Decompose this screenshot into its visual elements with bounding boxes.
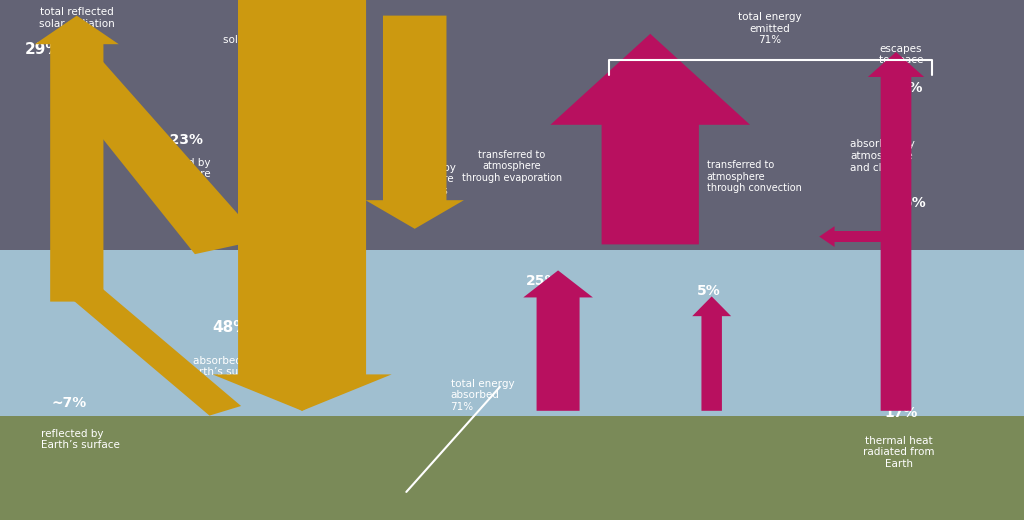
Polygon shape: [50, 62, 261, 254]
Bar: [0, 250, 1024, 416]
Text: 12%: 12%: [890, 82, 923, 95]
Polygon shape: [241, 244, 364, 411]
Polygon shape: [692, 296, 731, 411]
Text: absorbed by
atmosphere
and clouds: absorbed by atmosphere and clouds: [850, 139, 914, 173]
Text: 48%: 48%: [212, 320, 249, 335]
Text: ~23%: ~23%: [159, 134, 204, 147]
Text: total energy
emitted
71%: total energy emitted 71%: [738, 12, 802, 45]
Polygon shape: [238, 0, 367, 250]
Polygon shape: [819, 226, 835, 247]
Text: transferred to
atmosphere
through evaporation: transferred to atmosphere through evapor…: [462, 150, 562, 183]
Text: reflected by
atmosphere
and clouds: reflected by atmosphere and clouds: [148, 158, 211, 191]
Text: 17%: 17%: [885, 407, 918, 420]
Text: 23%: 23%: [404, 139, 438, 152]
Polygon shape: [551, 34, 750, 244]
Polygon shape: [35, 16, 119, 302]
Polygon shape: [829, 231, 881, 242]
Bar: [0, 416, 1024, 520]
Polygon shape: [366, 16, 464, 229]
Polygon shape: [213, 0, 391, 411]
Text: thermal heat
radiated from
Earth: thermal heat radiated from Earth: [863, 436, 935, 469]
Text: transferred to
atmosphere
through convection: transferred to atmosphere through convec…: [707, 160, 802, 193]
Text: 25%: 25%: [526, 274, 559, 288]
Text: absorbed by
atmosphere
and clouds: absorbed by atmosphere and clouds: [391, 163, 456, 196]
Text: 100%: 100%: [244, 56, 295, 74]
Text: escapes
to space: escapes to space: [879, 44, 924, 66]
Polygon shape: [523, 270, 593, 411]
Polygon shape: [868, 52, 924, 411]
Text: total reflected
solar radiation: total reflected solar radiation: [39, 7, 115, 29]
Text: absorbed by
Earth’s surface: absorbed by Earth’s surface: [185, 356, 265, 378]
Text: 5%: 5%: [902, 196, 927, 210]
Text: 29%: 29%: [25, 42, 61, 57]
Polygon shape: [69, 287, 241, 415]
Text: ~7%: ~7%: [51, 396, 86, 410]
Text: incoming
solar radiation: incoming solar radiation: [223, 23, 299, 45]
Text: reflected by
Earth’s surface: reflected by Earth’s surface: [41, 428, 120, 450]
Text: 5%: 5%: [696, 284, 721, 298]
Text: 59%
emitted by
atmosphere
and clouds: 59% emitted by atmosphere and clouds: [608, 114, 692, 177]
Text: total energy
absorbed
71%: total energy absorbed 71%: [451, 379, 514, 412]
